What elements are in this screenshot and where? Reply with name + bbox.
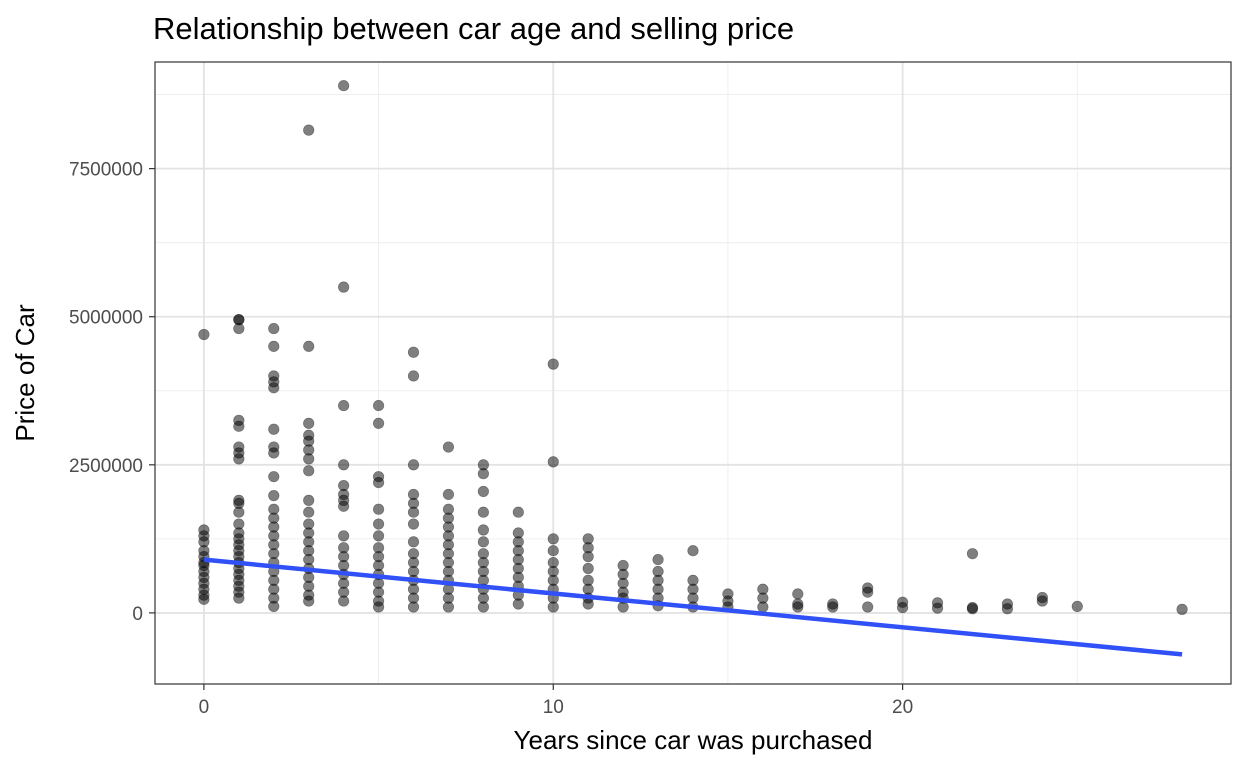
data-point: [372, 503, 385, 515]
data-point: [198, 593, 210, 605]
data-point: [862, 601, 874, 613]
y-axis: 0 2500000 5000000 7500000: [69, 160, 155, 625]
data-point: [547, 533, 559, 545]
data-point: [477, 485, 489, 498]
data-point: [372, 476, 385, 489]
data-point: [198, 328, 210, 341]
data-point: [268, 382, 280, 394]
data-point: [372, 399, 385, 412]
x-tick-label: 0: [199, 697, 210, 718]
data-point: [757, 601, 769, 613]
y-tick-label: 7500000: [69, 160, 143, 181]
data-point: [477, 601, 489, 613]
data-point: [407, 346, 420, 358]
data-point: [338, 281, 350, 293]
data-points: [198, 80, 1188, 615]
data-point: [303, 124, 315, 136]
data-point: [233, 322, 245, 335]
data-point: [1036, 595, 1048, 607]
data-point: [407, 370, 420, 382]
data-point: [233, 420, 245, 432]
data-point: [303, 417, 315, 429]
data-point: [268, 423, 280, 435]
data-point: [268, 490, 280, 502]
data-point: [407, 518, 420, 530]
data-point: [617, 601, 629, 613]
data-point: [477, 506, 489, 518]
data-point: [268, 322, 280, 335]
data-point: [582, 562, 594, 575]
data-point: [1071, 600, 1083, 612]
plot-panel-border: [154, 61, 1232, 685]
data-point: [268, 471, 280, 483]
y-tick-label: 2500000: [69, 456, 143, 477]
data-point: [372, 417, 385, 429]
data-point: [372, 601, 385, 613]
data-point: [966, 603, 979, 615]
data-point: [372, 530, 385, 542]
data-point: [407, 601, 420, 613]
data-point: [442, 441, 455, 453]
data-point: [338, 530, 350, 542]
data-point: [862, 586, 874, 598]
data-point: [792, 601, 804, 613]
data-point: [303, 506, 315, 518]
data-point: [477, 536, 489, 548]
data-point: [407, 536, 420, 548]
data-point: [338, 80, 350, 92]
data-point: [931, 602, 944, 614]
data-point: [442, 601, 455, 613]
data-point: [233, 592, 245, 604]
data-point: [372, 518, 385, 530]
x-axis-title: Years since car was purchased: [514, 725, 873, 755]
data-point: [268, 447, 280, 459]
data-point: [303, 465, 315, 477]
data-point: [338, 459, 350, 471]
data-point: [477, 468, 489, 480]
data-point: [338, 399, 350, 412]
trend-line: [203, 557, 1183, 657]
data-point: [442, 488, 455, 501]
data-point: [303, 453, 315, 465]
data-point: [303, 340, 315, 352]
regression-line: [203, 557, 1183, 657]
y-tick-label: 0: [132, 604, 143, 625]
data-point: [1176, 603, 1188, 615]
data-point: [966, 548, 979, 560]
data-point: [547, 456, 559, 468]
data-point: [477, 524, 489, 536]
data-point: [582, 598, 594, 610]
data-point: [897, 601, 909, 614]
y-axis-title: Price of Car: [10, 304, 40, 442]
data-point: [303, 494, 315, 506]
data-point: [407, 459, 420, 471]
data-point: [652, 553, 664, 566]
data-point: [582, 551, 594, 563]
data-point: [512, 598, 524, 610]
data-point: [268, 600, 280, 612]
data-point: [407, 506, 420, 518]
data-point: [338, 595, 350, 607]
data-point: [268, 340, 280, 352]
data-point: [792, 588, 804, 600]
x-tick-label: 20: [892, 697, 913, 718]
data-point: [547, 358, 559, 370]
data-point: [687, 545, 699, 557]
data-point: [233, 453, 245, 465]
data-point: [512, 506, 524, 518]
data-point: [1001, 603, 1014, 615]
data-point: [303, 595, 315, 607]
data-point: [827, 601, 839, 613]
chart-title: Relationship between car age and selling…: [153, 11, 794, 46]
data-point: [338, 500, 350, 512]
x-tick-label: 10: [543, 697, 564, 718]
data-point: [547, 545, 559, 557]
y-tick-label: 5000000: [69, 308, 143, 329]
data-point: [547, 601, 559, 613]
x-axis: 0 10 20: [199, 684, 913, 718]
data-point: [233, 506, 245, 518]
